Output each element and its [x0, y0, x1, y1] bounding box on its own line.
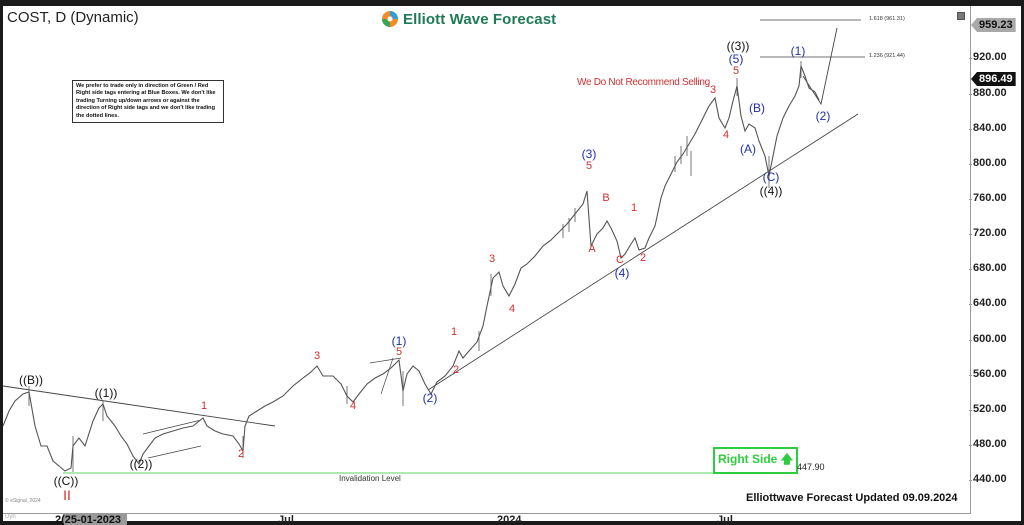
invalidation-value: 447.90 [797, 462, 825, 472]
dyn-toggle[interactable]: Dyn [5, 514, 16, 520]
wave-label: 5 [732, 65, 740, 77]
wave-label: II [63, 487, 71, 503]
wave-label: C [616, 254, 624, 266]
invalidation-label: Invalidation Level [339, 474, 401, 483]
wave-label: (1) [790, 44, 806, 58]
brand-swirl-icon [382, 11, 398, 27]
y-tick: 760.00 [969, 192, 1007, 204]
wave-label: 4 [508, 303, 516, 315]
wave-label: 3 [313, 350, 321, 362]
wave-label: ((4)) [759, 184, 783, 198]
expand-icon[interactable] [957, 12, 965, 20]
y-tick: 840.00 [969, 122, 1007, 134]
y-tick: 880.00 [969, 87, 1007, 99]
wave-label: (A) [740, 142, 756, 156]
fib-label-1236: 1.236 (921.44) [869, 53, 905, 59]
x-tick: Jul [278, 514, 294, 525]
y-tick: 440.00 [969, 473, 1007, 485]
cursor-date-label: 2(25-01-2023 [55, 514, 122, 525]
high-price-tag: 959.23 [971, 18, 1016, 32]
arrow-up-icon: 🡅 [780, 452, 794, 466]
wave-label: (C) [762, 170, 780, 184]
wave-label: (3) [581, 147, 597, 161]
y-tick: 720.00 [969, 227, 1007, 239]
wave-label: (2) [422, 391, 438, 405]
wave-label: (1) [391, 334, 407, 348]
y-tick: 800.00 [969, 157, 1007, 169]
updated-text: Elliottwave Forecast Updated 09.09.2024 [746, 492, 958, 504]
wave-label: 1 [630, 202, 638, 214]
wave-label: A [588, 243, 596, 255]
price-chart[interactable] [3, 6, 1021, 521]
wave-label: ((B)) [19, 373, 43, 387]
wave-label: 5 [395, 346, 403, 358]
y-tick: 920.00 [969, 51, 1007, 63]
wave-label: ((3)) [726, 39, 750, 53]
y-tick: 640.00 [969, 297, 1007, 309]
wave-label: (5) [728, 52, 744, 66]
copyright-text: © eSignal, 2024 [5, 498, 41, 504]
wave-label: 3 [709, 84, 717, 96]
wave-label: 3 [488, 253, 496, 265]
wave-label: 2 [639, 252, 647, 264]
right-side-label: Right Side [718, 452, 778, 466]
wave-label: B [602, 192, 610, 204]
trading-note-box: We prefer to trade only in direction of … [72, 80, 224, 124]
symbol-title: COST, D (Dynamic) [7, 9, 139, 26]
wave-label: 4 [722, 129, 730, 141]
x-tick: Jul [717, 514, 733, 525]
y-tick: 520.00 [969, 403, 1007, 415]
wave-label: ((2)) [129, 457, 153, 471]
wave-label: ((C)) [53, 474, 79, 488]
wave-label: 5 [585, 160, 593, 172]
wave-label: 1 [450, 326, 458, 338]
y-tick: 600.00 [969, 333, 1007, 345]
brand-name: Elliott Wave Forecast [403, 10, 557, 28]
wave-label: 1 [200, 400, 208, 412]
fib-label-1618: 1.618 (961.31) [869, 16, 905, 22]
y-tick: 680.00 [969, 262, 1007, 274]
wave-label: (B) [749, 101, 765, 115]
x-axis-line [3, 513, 971, 514]
wave-label: 2 [237, 448, 245, 460]
brand-logo: Elliott Wave Forecast [381, 10, 556, 28]
wave-label: ((1)) [94, 386, 118, 400]
warning-text: We Do Not Recommend Selling [577, 77, 710, 88]
y-axis-line [970, 6, 971, 513]
wave-label: 2 [452, 364, 460, 376]
wave-label: (4) [614, 266, 630, 280]
chart-frame: COST, D (Dynamic) Elliott Wave Forecast … [3, 6, 1021, 525]
wave-label: 4 [349, 400, 357, 412]
last-price-tag: 896.49 [971, 72, 1016, 86]
y-tick: 560.00 [969, 368, 1007, 380]
cursor-date-highlight [63, 514, 127, 525]
right-side-tag: Right Side 🡅 [713, 447, 799, 474]
x-tick: 2024 [497, 514, 522, 525]
y-tick: 480.00 [969, 438, 1007, 450]
wave-label: (2) [815, 109, 831, 123]
